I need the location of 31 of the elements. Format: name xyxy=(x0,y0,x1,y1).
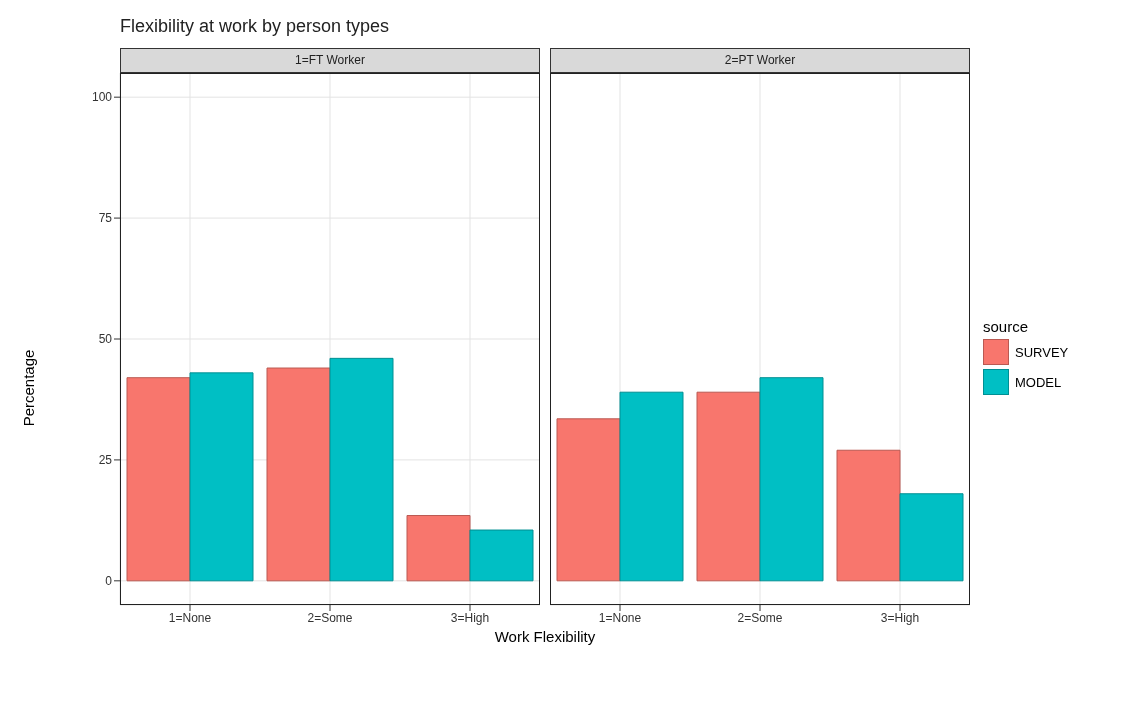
bar xyxy=(619,391,684,582)
x-tick-label: 2=Some xyxy=(737,610,783,625)
bar xyxy=(899,493,964,582)
y-axis-title: Percentage xyxy=(19,349,37,427)
legend-title: source xyxy=(983,318,1030,335)
x-tick-label: 1=None xyxy=(168,610,212,625)
chart-title: Flexibility at work by person types xyxy=(120,16,390,37)
y-tick-label: 0 xyxy=(105,574,113,589)
bar xyxy=(266,367,331,582)
bar xyxy=(189,372,254,582)
bar xyxy=(556,418,621,582)
legend-label: MODEL xyxy=(1015,374,1062,390)
y-tick-label: 25 xyxy=(98,453,113,468)
x-tick-label: 1=None xyxy=(598,610,642,625)
x-axis-title: Work Flexibility xyxy=(493,628,597,645)
legend-label: SURVEY xyxy=(1015,344,1069,360)
bar xyxy=(406,515,471,582)
bar xyxy=(696,391,761,582)
bar xyxy=(469,529,534,582)
bar xyxy=(836,449,901,582)
chart-subtitle: 1=FT Worker xyxy=(120,48,540,73)
bar xyxy=(126,377,191,582)
x-tick-label: 3=High xyxy=(880,610,920,625)
bar xyxy=(329,357,394,582)
chart-subtitle: 2=PT Worker xyxy=(550,48,970,73)
y-tick-label: 100 xyxy=(91,90,113,105)
y-tick-label: 75 xyxy=(98,211,113,226)
bar xyxy=(759,377,824,582)
y-tick-label: 50 xyxy=(98,332,113,347)
x-tick-label: 2=Some xyxy=(307,610,353,625)
x-tick-label: 3=High xyxy=(450,610,490,625)
